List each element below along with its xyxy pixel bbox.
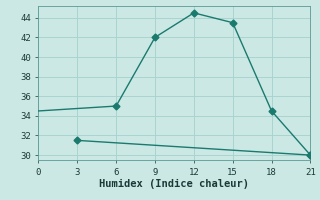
X-axis label: Humidex (Indice chaleur): Humidex (Indice chaleur): [100, 179, 249, 189]
